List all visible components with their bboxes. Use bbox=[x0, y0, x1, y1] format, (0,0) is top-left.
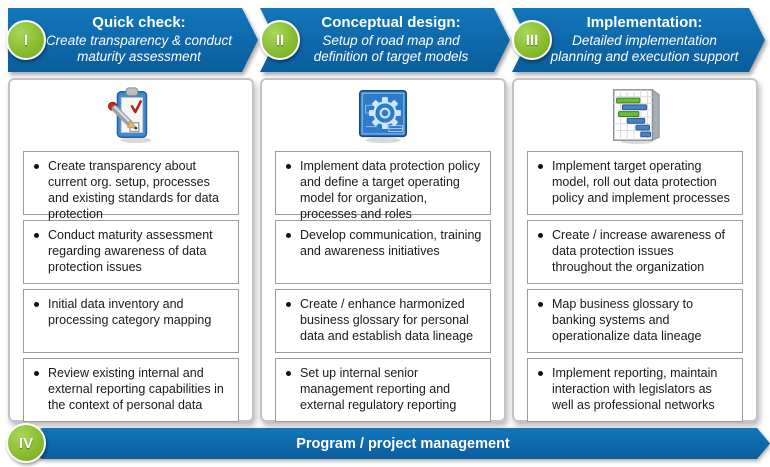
phase-1-icon-area bbox=[10, 80, 252, 151]
task-text: Implement target operating model, roll o… bbox=[552, 159, 730, 205]
phase-3-task-list: Implement target operating model, roll o… bbox=[514, 151, 756, 422]
task-text: Review existing internal and external re… bbox=[48, 366, 224, 412]
phase-3-icon-area bbox=[514, 80, 756, 151]
program-management-label: Program / project management bbox=[296, 435, 510, 452]
task-text: Create / enhance harmonized business glo… bbox=[300, 297, 474, 343]
phase-2-column: Implement data protection policy and def… bbox=[260, 78, 506, 422]
bullet-dot bbox=[286, 302, 291, 307]
phase-4-numeral: IV bbox=[18, 434, 34, 452]
phase-2-header: Conceptual design: Setup of road map and… bbox=[260, 8, 510, 72]
task-card: Create / enhance harmonized business glo… bbox=[275, 289, 491, 353]
phase-4-badge: IV bbox=[6, 423, 46, 463]
task-card: Create transparency about current org. s… bbox=[23, 151, 239, 221]
phase-3-header: Implementation: Detailed implementation … bbox=[512, 8, 765, 72]
task-card: Implement reporting, maintain interactio… bbox=[527, 358, 743, 422]
phase-2-badge: II bbox=[260, 20, 300, 60]
task-card: Review existing internal and external re… bbox=[23, 358, 239, 422]
bullet-dot bbox=[538, 233, 543, 238]
phase-2-numeral: II bbox=[275, 31, 285, 49]
task-text: Implement data protection policy and def… bbox=[300, 159, 480, 221]
phase-1-numeral: I bbox=[23, 31, 29, 49]
task-text: Set up internal senior management report… bbox=[300, 366, 457, 412]
bullet-dot bbox=[538, 164, 543, 169]
phase-1-column: Create transparency about current org. s… bbox=[8, 78, 254, 422]
task-text: Conduct maturity assessment regarding aw… bbox=[48, 228, 213, 274]
phase-1-badge: I bbox=[6, 20, 46, 60]
bullet-dot bbox=[286, 164, 291, 169]
bullet-dot bbox=[286, 371, 291, 376]
task-card: Conduct maturity assessment regarding aw… bbox=[23, 220, 239, 284]
bullet-dot bbox=[34, 233, 39, 238]
phase-2-subtitle: Setup of road map and definition of targ… bbox=[313, 32, 469, 65]
phase-1-title: Quick check: bbox=[92, 13, 186, 31]
clipboard-check-icon bbox=[100, 84, 162, 151]
phase-1-chevron: Quick check: Create transparency & condu… bbox=[8, 8, 258, 72]
task-text: Create / increase awareness of data prot… bbox=[552, 228, 726, 274]
task-card: Create / increase awareness of data prot… bbox=[527, 220, 743, 284]
phase-1-task-list: Create transparency about current org. s… bbox=[10, 151, 252, 422]
bullet-dot bbox=[538, 371, 543, 376]
task-card: Set up internal senior management report… bbox=[275, 358, 491, 422]
gantt-chart-icon bbox=[604, 84, 666, 151]
task-text: Develop communication, training and awar… bbox=[300, 228, 482, 258]
task-card: Map business glossary to banking systems… bbox=[527, 289, 743, 353]
phase-3-column: Implement target operating model, roll o… bbox=[512, 78, 758, 422]
task-text: Create transparency about current org. s… bbox=[48, 159, 219, 221]
phase-2-chevron: Conceptual design: Setup of road map and… bbox=[260, 8, 510, 72]
bullet-dot bbox=[538, 302, 543, 307]
bullet-dot bbox=[286, 233, 291, 238]
task-text: Implement reporting, maintain interactio… bbox=[552, 366, 718, 412]
task-card: Initial data inventory and processing ca… bbox=[23, 289, 239, 353]
phase-3-chevron: Implementation: Detailed implementation … bbox=[512, 8, 765, 72]
task-card: Develop communication, training and awar… bbox=[275, 220, 491, 284]
phase-2-icon-area bbox=[262, 80, 504, 151]
program-management-bar: Program / project management bbox=[36, 428, 770, 459]
phase-1-header: Quick check: Create transparency & condu… bbox=[8, 8, 258, 72]
program-management-chevron: Program / project management bbox=[36, 428, 770, 459]
phase-2-title: Conceptual design: bbox=[321, 13, 461, 31]
phase-3-badge: III bbox=[512, 20, 552, 60]
bullet-dot bbox=[34, 371, 39, 376]
phase-3-subtitle: Detailed implementation planning and exe… bbox=[550, 32, 739, 65]
task-text: Initial data inventory and processing ca… bbox=[48, 297, 212, 327]
bullet-dot bbox=[34, 164, 39, 169]
phase-3-numeral: III bbox=[525, 31, 539, 49]
task-card: Implement target operating model, roll o… bbox=[527, 151, 743, 215]
phase-3-title: Implementation: bbox=[586, 13, 703, 31]
task-card: Implement data protection policy and def… bbox=[275, 151, 491, 221]
blueprint-gear-icon bbox=[352, 84, 414, 151]
bullet-dot bbox=[34, 302, 39, 307]
phase-2-task-list: Implement data protection policy and def… bbox=[262, 151, 504, 422]
task-text: Map business glossary to banking systems… bbox=[552, 297, 702, 343]
phase-1-subtitle: Create transparency & conduct maturity a… bbox=[45, 32, 233, 65]
